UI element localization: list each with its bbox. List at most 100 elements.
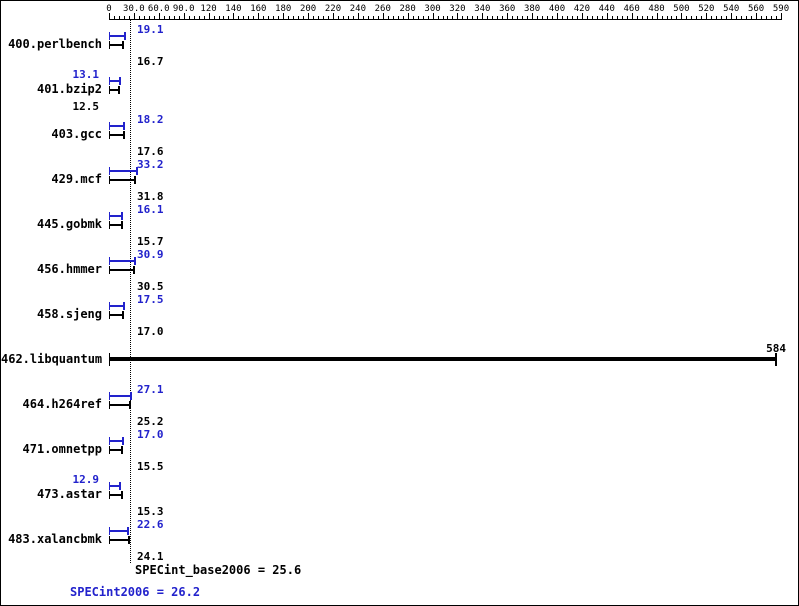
axis-minor-tick — [298, 16, 300, 19]
axis-tick-label: 240 — [349, 4, 366, 14]
axis-major-tick — [781, 13, 782, 19]
axis-minor-tick — [462, 16, 464, 19]
peak-value-label: 18.2 — [137, 113, 164, 126]
axis-minor-tick — [273, 16, 275, 19]
axis-minor-tick — [497, 16, 499, 19]
axis-minor-tick — [303, 16, 305, 19]
peak-bar-end-cap — [123, 122, 126, 130]
axis-minor-tick — [566, 16, 568, 19]
base-bar-end-cap — [121, 221, 124, 229]
axis-minor-tick — [492, 16, 494, 19]
axis-minor-tick — [751, 16, 753, 19]
peak-bar-start-cap — [109, 302, 110, 310]
axis-minor-tick — [417, 16, 419, 19]
peak-value-label: 30.9 — [137, 248, 164, 261]
axis-minor-tick — [238, 16, 240, 19]
axis-minor-tick — [576, 16, 578, 19]
axis-minor-tick — [746, 16, 748, 19]
axis-major-tick — [606, 13, 608, 19]
axis-tick-label: 200 — [299, 4, 317, 14]
peak-value-label: 13.1 — [72, 68, 100, 81]
axis-minor-tick — [188, 16, 190, 19]
axis-minor-tick — [367, 16, 369, 19]
axis-tick-label: 380 — [523, 4, 541, 14]
base-bar — [109, 494, 122, 496]
axis-minor-tick — [671, 16, 673, 19]
base-value-label: 16.7 — [137, 55, 164, 68]
axis-minor-tick — [248, 16, 250, 19]
axis-minor-tick — [586, 16, 588, 19]
base-bar-end-cap — [122, 311, 125, 319]
axis-tick-label: 220 — [324, 4, 342, 14]
axis-minor-tick — [552, 16, 554, 19]
axis-minor-tick — [328, 16, 330, 19]
axis-tick-label: 60.0 — [147, 4, 170, 14]
axis-minor-tick — [268, 16, 270, 19]
axis-minor-tick — [427, 16, 429, 19]
axis-minor-tick — [661, 16, 663, 19]
benchmark-label: 483.xalancbmk — [8, 532, 102, 546]
axis-major-tick — [308, 13, 310, 19]
axis-major-tick — [283, 13, 285, 19]
base-bar-end-cap — [128, 401, 131, 409]
benchmark-label: 400.perlbench — [8, 37, 102, 51]
axis-minor-tick — [178, 16, 180, 19]
axis-major-tick — [109, 13, 110, 19]
axis-tick-label: 540 — [723, 4, 740, 14]
peak-bar-end-cap — [121, 212, 124, 220]
axis-minor-tick — [736, 16, 738, 19]
axis-tick-label: 300 — [424, 4, 441, 14]
base-bar — [109, 89, 120, 91]
axis-minor-tick — [193, 16, 195, 19]
peak-value-label: 19.1 — [137, 23, 164, 36]
axis-minor-tick — [213, 16, 215, 19]
axis-major-tick — [681, 13, 683, 19]
axis-minor-tick — [561, 16, 563, 19]
peak-value-label: 22.6 — [137, 518, 164, 531]
peak-value-label: 33.2 — [137, 158, 164, 171]
base-value-label: 24.1 — [137, 550, 164, 563]
base-bar-start-cap — [109, 446, 110, 454]
benchmark-label: 429.mcf — [51, 172, 102, 186]
axis-minor-tick — [477, 16, 479, 19]
axis-major-tick — [731, 13, 733, 19]
base-bar-end-cap — [775, 352, 778, 366]
axis-minor-tick — [691, 16, 693, 19]
axis-tick-label: 180 — [275, 4, 292, 14]
base-bar-start-cap — [109, 401, 110, 409]
axis-minor-tick — [362, 16, 364, 19]
axis-major-tick — [333, 13, 334, 19]
axis-minor-tick — [372, 16, 374, 19]
axis-minor-tick — [218, 16, 220, 19]
axis-minor-tick — [621, 16, 623, 19]
axis-minor-tick — [422, 16, 424, 19]
peak-bar-end-cap — [135, 167, 138, 175]
axis-tick-label: 480 — [648, 4, 665, 14]
peak-bar-start-cap — [109, 122, 110, 130]
axis-minor-tick — [173, 16, 175, 19]
axis-minor-tick — [323, 16, 325, 19]
base-value-label: 17.6 — [137, 145, 164, 158]
axis-minor-tick — [392, 16, 394, 19]
axis-minor-tick — [761, 16, 763, 19]
peak-value-label: 17.0 — [137, 428, 164, 441]
base-bar-start-cap — [109, 86, 110, 94]
axis-major-tick — [258, 13, 260, 19]
benchmark-label: 456.hmmer — [36, 262, 102, 276]
base-bar — [109, 134, 124, 136]
axis-minor-tick — [442, 16, 444, 19]
axis-minor-tick — [223, 16, 225, 19]
axis-major-tick — [382, 13, 384, 19]
axis-minor-tick — [342, 16, 344, 19]
axis-minor-tick — [412, 16, 414, 19]
axis-minor-tick — [741, 16, 743, 19]
axis-minor-tick — [646, 16, 648, 19]
axis-minor-tick — [651, 16, 653, 19]
axis-minor-tick — [467, 16, 469, 19]
axis-minor-tick — [203, 16, 205, 19]
base-value-label: 15.5 — [137, 460, 164, 473]
specint2006-summary: SPECint2006 = 26.2 — [70, 585, 201, 599]
peak-bar — [109, 395, 132, 397]
axis-minor-tick — [153, 16, 155, 19]
axis-minor-tick — [313, 16, 315, 19]
